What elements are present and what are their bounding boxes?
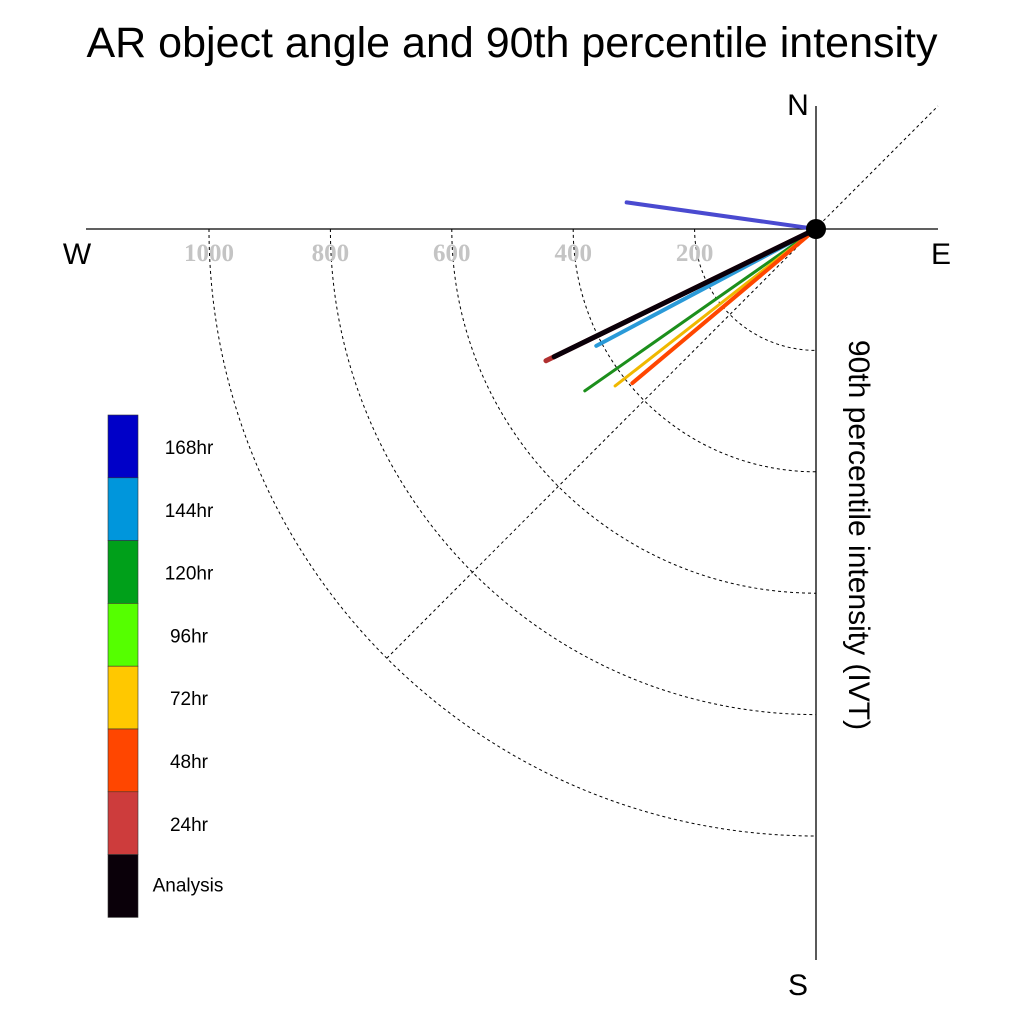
tick-label-800: 800 (312, 240, 350, 267)
legend-swatch-168hr (107, 414, 139, 479)
compass-north-label: N (787, 89, 809, 122)
chart-title: AR object angle and 90th percentile inte… (87, 19, 938, 67)
legend-swatch-120hr (107, 540, 139, 604)
legend-label-144hr: 144hr (165, 501, 214, 522)
vector-168hr (624, 200, 818, 231)
legend-label-48hr: 48hr (170, 752, 209, 773)
radial-axis-label: 90th percentile intensity (IVT) (842, 340, 875, 730)
grid-ring-800 (329, 228, 817, 716)
legend-swatch-96hr (107, 603, 139, 667)
forecast-vectors (543, 200, 819, 393)
tick-label-1000: 1000 (184, 240, 234, 267)
legend-label-120hr: 120hr (165, 564, 214, 585)
vector-48hr (630, 227, 818, 386)
legend-swatch-24hr (107, 791, 139, 855)
compass-south-label: S (788, 969, 808, 1002)
legend: 168hr 144hr 120hr 96hr 72hr 48hr 24hr Analysis (107, 414, 224, 918)
legend-swatch-144hr (107, 477, 139, 541)
tick-label-400: 400 (554, 240, 592, 267)
legend-label-96hr: 96hr (170, 626, 209, 647)
grid-ring-600 (451, 228, 817, 594)
tick-label-600: 600 (433, 240, 471, 267)
radial-tick-labels: 200 400 600 800 1000 (184, 240, 713, 267)
polar-grid (208, 105, 939, 837)
legend-label-analysis: Analysis (153, 876, 224, 897)
legend-swatch-analysis (107, 854, 139, 918)
legend-label-168hr: 168hr (165, 438, 214, 459)
vector-analysis (551, 226, 819, 360)
legend-label-72hr: 72hr (170, 689, 209, 710)
grid-ring-200 (694, 228, 817, 351)
compass-axes: N S E W (63, 89, 951, 1002)
grid-diagonal (386, 105, 939, 659)
grid-ring-1000 (208, 228, 817, 837)
legend-label-24hr: 24hr (170, 815, 209, 836)
origin-marker (806, 219, 826, 239)
legend-swatch-72hr (107, 665, 139, 730)
compass-east-label: E (931, 238, 951, 271)
grid-ring-400 (572, 228, 817, 473)
legend-swatch-48hr (107, 728, 139, 793)
compass-west-label: W (63, 238, 92, 271)
vector-120hr (583, 227, 818, 393)
tick-label-200: 200 (676, 240, 714, 267)
